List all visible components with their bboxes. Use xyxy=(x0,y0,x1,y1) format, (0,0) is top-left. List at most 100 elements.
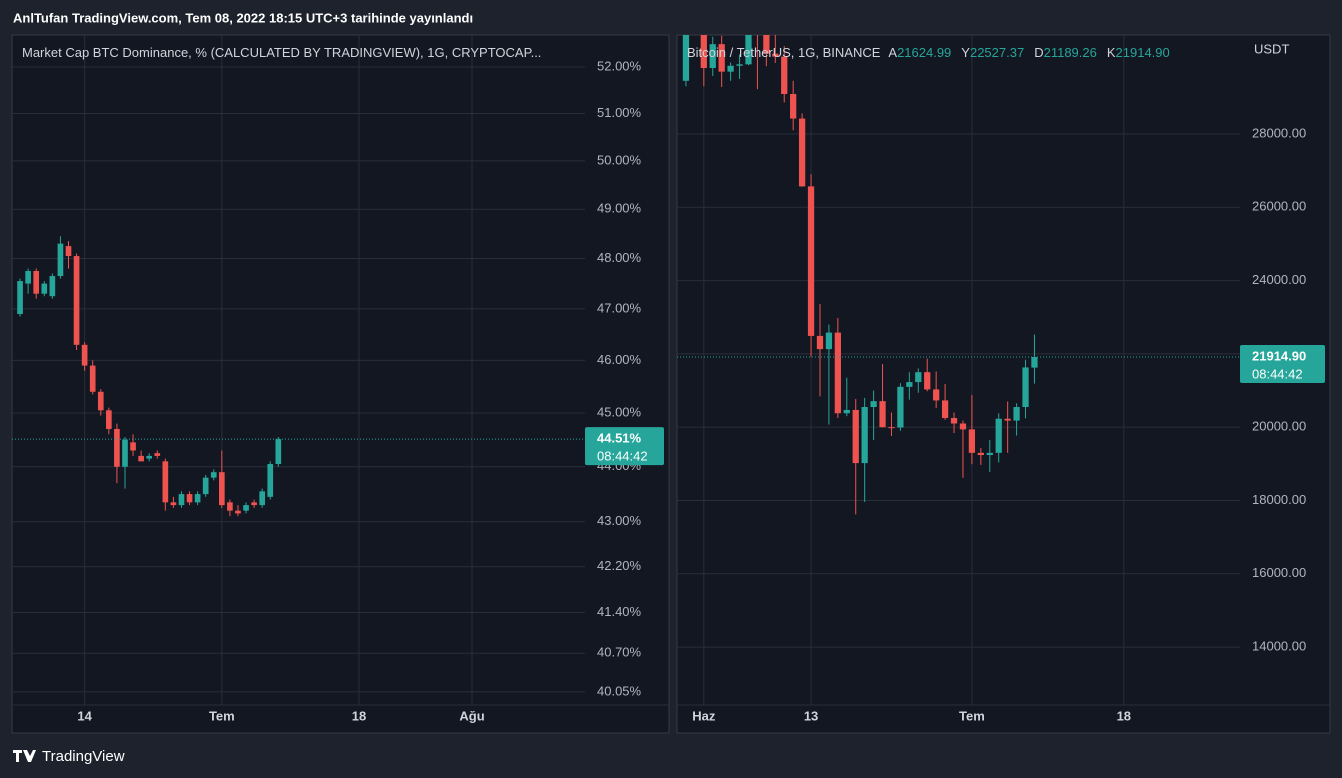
y-tick-label: 40.05% xyxy=(597,683,642,698)
candle-body xyxy=(138,455,144,462)
y-tick-label: 40.70% xyxy=(597,645,642,660)
y-tick-label: 20000.00 xyxy=(1252,419,1306,434)
candle-body xyxy=(790,94,797,119)
legend-value: 21189.26 xyxy=(1044,45,1097,60)
price-label: 44.51% xyxy=(597,431,642,446)
candle-body xyxy=(924,372,931,390)
y-tick-label: 26000.00 xyxy=(1252,199,1306,214)
candle-body xyxy=(807,186,815,336)
panel xyxy=(11,34,670,734)
candle-body xyxy=(194,494,201,503)
chart-title: Market Cap BTC Dominance, % (CALCULATED … xyxy=(22,45,541,60)
candle-body xyxy=(41,283,48,294)
y-tick-label: 46.00% xyxy=(597,352,642,367)
chart-panel: 52.00% 51.00% 50.00% 49.00% 48.00% 47.00% 46.0… xyxy=(11,34,670,734)
legend-key: Y xyxy=(961,45,970,60)
candle-body xyxy=(986,452,993,456)
y-tick-label: 45.00% xyxy=(597,404,642,419)
candle-body xyxy=(834,332,841,414)
y-tick-label: 50.00% xyxy=(597,152,642,167)
y-tick-label: 51.00% xyxy=(597,105,642,120)
candle-body xyxy=(162,461,169,503)
x-tick-label: 13 xyxy=(804,708,818,723)
candle-body xyxy=(81,344,88,366)
candle-body xyxy=(114,428,120,467)
candle-body xyxy=(906,382,913,387)
candle-body xyxy=(267,464,274,497)
candle-body xyxy=(275,439,282,465)
candle-body xyxy=(977,452,984,456)
chart-title: Bitcoin / TetherUS, 1G, BINANCE xyxy=(687,45,881,60)
candle-body xyxy=(888,427,895,429)
candle-body xyxy=(33,271,40,294)
y-tick-label: 14000.00 xyxy=(1252,639,1306,654)
candle-body xyxy=(235,510,241,514)
candle-body xyxy=(259,491,266,506)
candle-body xyxy=(727,65,734,72)
legend-value: 22527.37 xyxy=(970,45,1024,60)
candle-body xyxy=(709,44,716,68)
candle-body xyxy=(950,418,958,424)
y-tick-label: 47.00% xyxy=(597,300,642,315)
candle-body xyxy=(106,410,112,429)
candle-body xyxy=(700,35,707,68)
candle-body xyxy=(65,246,72,257)
y-tick-label: 48.00% xyxy=(597,250,642,265)
candle-body xyxy=(852,409,859,464)
x-tick-label: Ağu xyxy=(459,708,484,723)
candle-body xyxy=(816,335,824,350)
logo-icon xyxy=(13,750,36,762)
y-tick-label: 41.40% xyxy=(597,604,642,619)
x-tick-label: Tem xyxy=(959,708,985,723)
candle-body xyxy=(879,401,886,428)
chart-panel: 28000.0026000.0024000.0022000.0020000.00… xyxy=(676,34,1331,734)
candle-body xyxy=(772,53,779,57)
candle-body xyxy=(763,35,770,54)
candle-body xyxy=(1013,407,1020,421)
y-tick-label: 43.00% xyxy=(597,513,642,528)
candle-body xyxy=(745,35,752,65)
footer-logo: TradingView xyxy=(13,748,125,765)
price-label-box xyxy=(1240,344,1325,383)
price-label: 21914.90 xyxy=(1252,348,1306,363)
x-tick-label: Tem xyxy=(209,708,235,723)
y-tick-label: 24000.00 xyxy=(1252,272,1306,287)
footer: TradingView xyxy=(42,748,125,765)
candle-body xyxy=(25,271,31,284)
candle-body xyxy=(897,386,904,428)
y-tick-label: 52.00% xyxy=(597,58,642,73)
candle-body xyxy=(178,494,185,506)
candle-body xyxy=(186,494,193,503)
candle-body xyxy=(781,56,788,95)
x-tick-label: 18 xyxy=(1117,708,1131,723)
countdown: 08:44:42 xyxy=(1252,366,1303,381)
candle-body xyxy=(1022,367,1029,408)
y-tick-label: 42.20% xyxy=(597,558,642,573)
countdown: 08:44:42 xyxy=(597,449,648,464)
candle-body xyxy=(933,389,940,401)
candle-body xyxy=(736,64,743,66)
price-label-box xyxy=(585,427,664,466)
legend-value: 21624.99 xyxy=(897,45,951,60)
candle-body xyxy=(718,44,725,72)
y-tick-label: 28000.00 xyxy=(1252,125,1306,140)
legend-key: D xyxy=(1034,45,1043,60)
y-tick-label: 16000.00 xyxy=(1252,565,1306,580)
candle-body xyxy=(941,400,949,419)
candle-body xyxy=(122,439,128,467)
unit-label: USDT xyxy=(1254,41,1289,56)
header: AnlTufan TradingView.com, Tem 08, 2022 1… xyxy=(13,10,473,25)
candle-body xyxy=(870,401,877,408)
candle-body xyxy=(17,281,23,315)
candle-body xyxy=(251,502,257,506)
candle-body xyxy=(243,505,249,511)
legend: Bitcoin / TetherUS, 1G, BINANCE A21624.99… xyxy=(687,45,1170,60)
candle-body xyxy=(227,502,233,511)
candle-body xyxy=(843,409,850,414)
candle-body xyxy=(154,453,161,456)
x-tick-label: 14 xyxy=(77,708,92,723)
y-tick-label: 49.00% xyxy=(597,201,642,216)
legend-key: K xyxy=(1107,45,1116,60)
x-tick-label: 18 xyxy=(352,708,366,723)
